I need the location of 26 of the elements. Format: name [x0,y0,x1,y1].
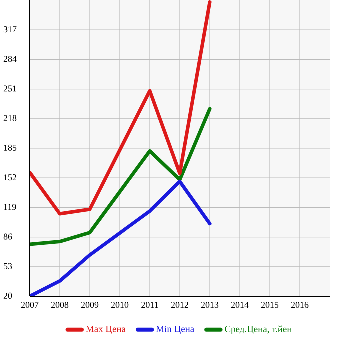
x-tick-label: 2016 [291,302,309,308]
x-tick-label: 2013 [201,302,219,308]
x-tick-label: 2015 [261,302,279,308]
x-tick-label: 2007 [21,302,39,308]
line-series [30,180,212,297]
y-tick-label: 53 [4,263,12,270]
y-tick-label: 119 [4,204,16,210]
y-tick-label: 284 [4,56,17,62]
x-tick-label: 2011 [142,302,158,308]
legend-label: Min Цена [156,326,194,334]
x-tick-label: 2010 [111,302,129,308]
x-tick-label: 2009 [81,302,99,308]
y-tick-label: 251 [4,86,16,92]
x-tick-label: 2008 [51,302,69,308]
y-tick-label: 152 [4,174,16,181]
y-tick-label: 218 [4,115,17,122]
legend-label: Сред.Цена, т.йен [225,326,292,334]
y-tick-label: 86 [4,234,12,240]
x-tick-label: 2014 [231,302,249,308]
y-tick-label: 317 [4,26,17,33]
y-tick-label: 20 [4,293,12,300]
y-tick-label: 185 [4,145,17,152]
line-series [30,107,212,246]
x-tick-label: 2012 [171,302,188,308]
line-series [30,0,212,216]
legend-label: Max Цена [86,326,126,334]
